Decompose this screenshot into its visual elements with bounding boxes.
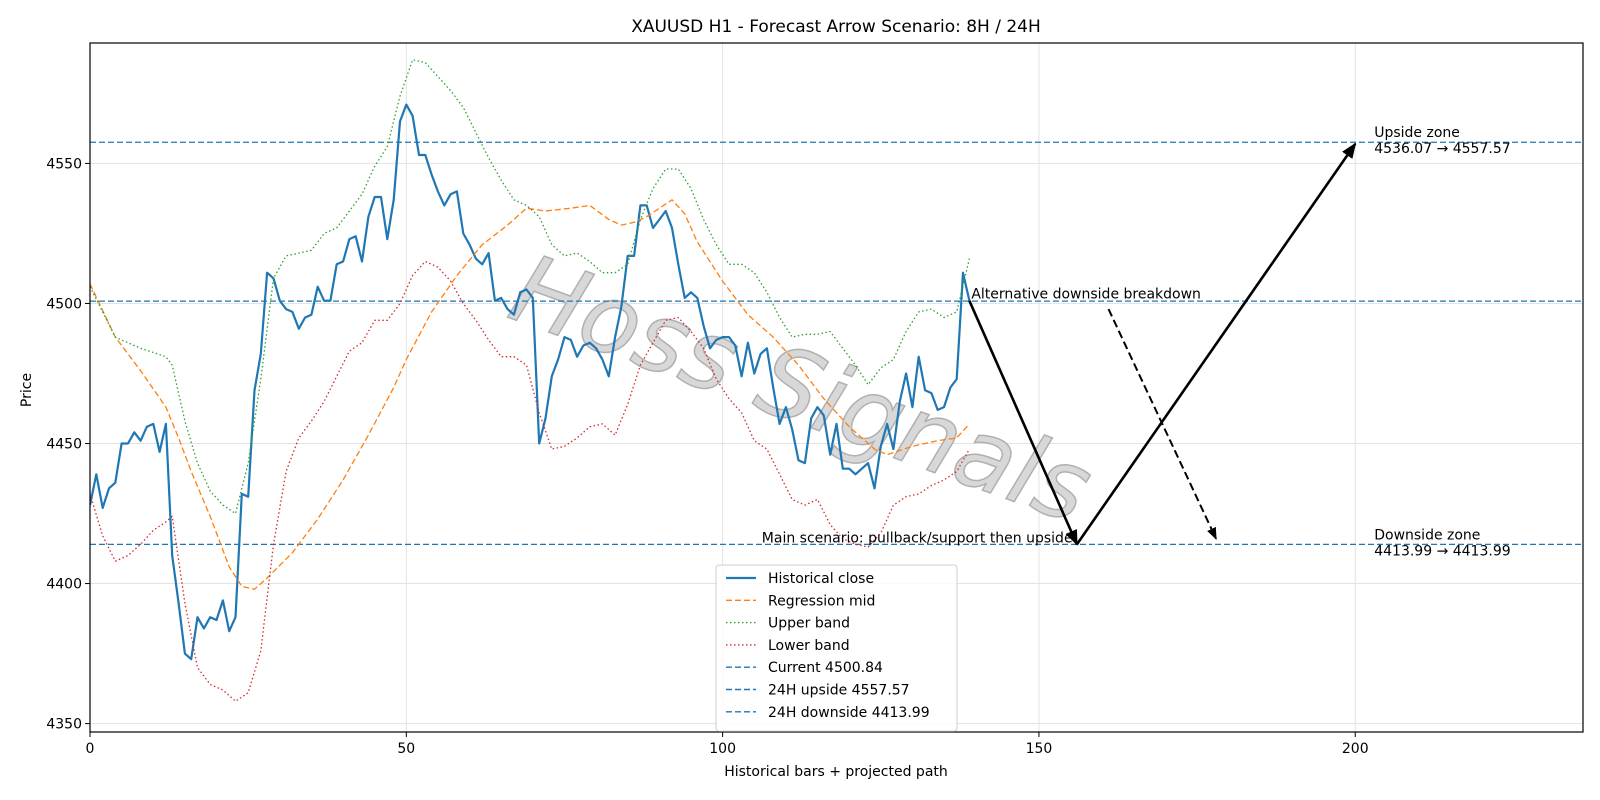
x-tick-label: 50 <box>397 741 415 757</box>
y-tick-label: 4400 <box>46 577 82 593</box>
x-tick-label: 0 <box>86 741 95 757</box>
annotation-zone-title: Downside zone <box>1374 527 1480 543</box>
x-axis-label: Historical bars + projected path <box>724 764 948 780</box>
x-axis: 0 50 100 150 200 <box>86 732 1369 757</box>
y-tick-label: 4500 <box>46 296 82 312</box>
annotations: Alternative downside breakdown Main scena… <box>762 125 1511 559</box>
legend-entry: Upper band <box>768 616 850 632</box>
chart-title: XAUUSD H1 - Forecast Arrow Scenario: 8H … <box>631 17 1041 37</box>
legend-entry: Current 4500.84 <box>768 660 883 676</box>
series-historical-close <box>90 103 971 661</box>
series-upper-band <box>90 59 971 515</box>
x-tick-label: 150 <box>1026 741 1053 757</box>
annotation-zone-range: 4536.07 → 4557.57 <box>1374 141 1510 157</box>
series-regression-mid <box>90 199 970 590</box>
y-axis-label: Price <box>19 373 35 407</box>
forecast-arrow-3 <box>1107 308 1217 540</box>
forecast-arrows <box>968 142 1357 546</box>
x-tick-label: 200 <box>1342 741 1369 757</box>
y-axis: 4350 4400 4450 4500 4550 <box>46 156 90 733</box>
plot-frame <box>89 42 1584 733</box>
x-tick-label: 100 <box>709 741 736 757</box>
horizontal-lines <box>90 141 1583 546</box>
legend-entry: Lower band <box>768 638 850 654</box>
series-lower-band <box>90 260 970 702</box>
y-tick-label: 4450 <box>46 437 82 453</box>
annotation-1: Alternative downside breakdown <box>971 287 1201 303</box>
annotation-zone-title: Upside zone <box>1374 125 1460 141</box>
y-tick-label: 4350 <box>46 717 82 733</box>
forecast-arrow-1 <box>968 300 1079 546</box>
annotation-2: Main scenario: pullback/support then ups… <box>762 530 1073 546</box>
legend: Historical close Regression mid Upper band… <box>715 564 958 732</box>
forecast-arrow-2 <box>1075 142 1357 546</box>
legend-entry: Historical close <box>768 571 874 587</box>
legend-entry: 24H upside 4557.57 <box>768 683 910 699</box>
y-tick-label: 4550 <box>46 156 82 172</box>
legend-frame <box>715 564 958 732</box>
series-layer <box>90 59 971 702</box>
annotation-zone-range: 4413.99 → 4413.99 <box>1374 543 1510 559</box>
legend-entry: Regression mid <box>768 593 875 609</box>
legend-entry: 24H downside 4413.99 <box>768 705 930 721</box>
